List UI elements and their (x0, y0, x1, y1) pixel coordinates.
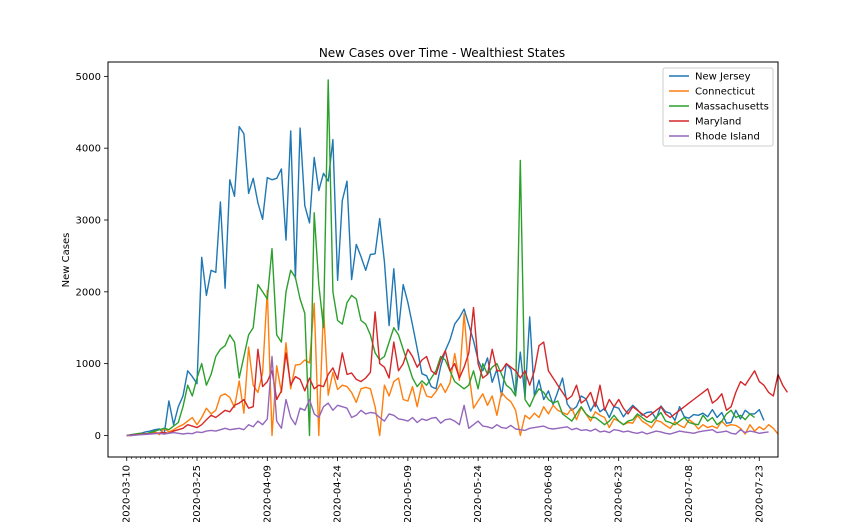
x-tick-label: 2020-07-23 (754, 465, 765, 522)
x-tick-label: 2020-07-08 (684, 465, 695, 522)
plot-frame (107, 61, 779, 458)
series-line-rhode-island (126, 355, 769, 437)
y-tick-label: 5000 (76, 72, 101, 83)
x-tick-label: 2020-04-24 (333, 465, 344, 522)
y-tick-label: 1000 (76, 359, 101, 370)
legend-label: Massachusetts (695, 102, 769, 113)
y-tick-label: 2000 (76, 287, 101, 298)
y-axis: 0 1000 2000 3000 4000 5000 (76, 72, 108, 442)
series-line-maryland (126, 306, 788, 437)
legend-label: Connecticut (695, 87, 755, 98)
series-line-new-jersey (126, 125, 765, 437)
y-axis-label: New Cases (61, 233, 72, 288)
legend-box (662, 67, 774, 147)
series-line-connecticut (126, 289, 779, 437)
x-tick-label: 2020-06-08 (543, 465, 554, 522)
x-tick-label: 2020-03-25 (192, 465, 203, 522)
x-tick-label: 2020-06-23 (614, 465, 625, 522)
legend-label: Maryland (695, 117, 741, 128)
series-line-massachusetts (126, 79, 756, 437)
y-tick-label: 0 (95, 431, 101, 442)
x-axis: 2020-03-10 2020-03-25 2020-04-09 2020-04-24… (122, 457, 765, 522)
legend-label: Rhode Island (695, 132, 760, 143)
chart-title: New Cases over Time - Wealthiest States (319, 46, 565, 60)
y-tick-label: 4000 (76, 144, 101, 155)
x-tick-label: 2020-05-09 (403, 465, 414, 522)
legend-label: New Jersey (695, 72, 751, 83)
x-tick-label: 2020-05-24 (473, 465, 484, 522)
legend: New Jersey Connecticut Massachusetts Maryla… (662, 67, 774, 147)
y-tick-label: 3000 (76, 216, 101, 227)
x-tick-label: 2020-03-10 (122, 465, 133, 522)
x-tick-label: 2020-04-09 (262, 465, 273, 522)
series-layer (126, 79, 788, 437)
